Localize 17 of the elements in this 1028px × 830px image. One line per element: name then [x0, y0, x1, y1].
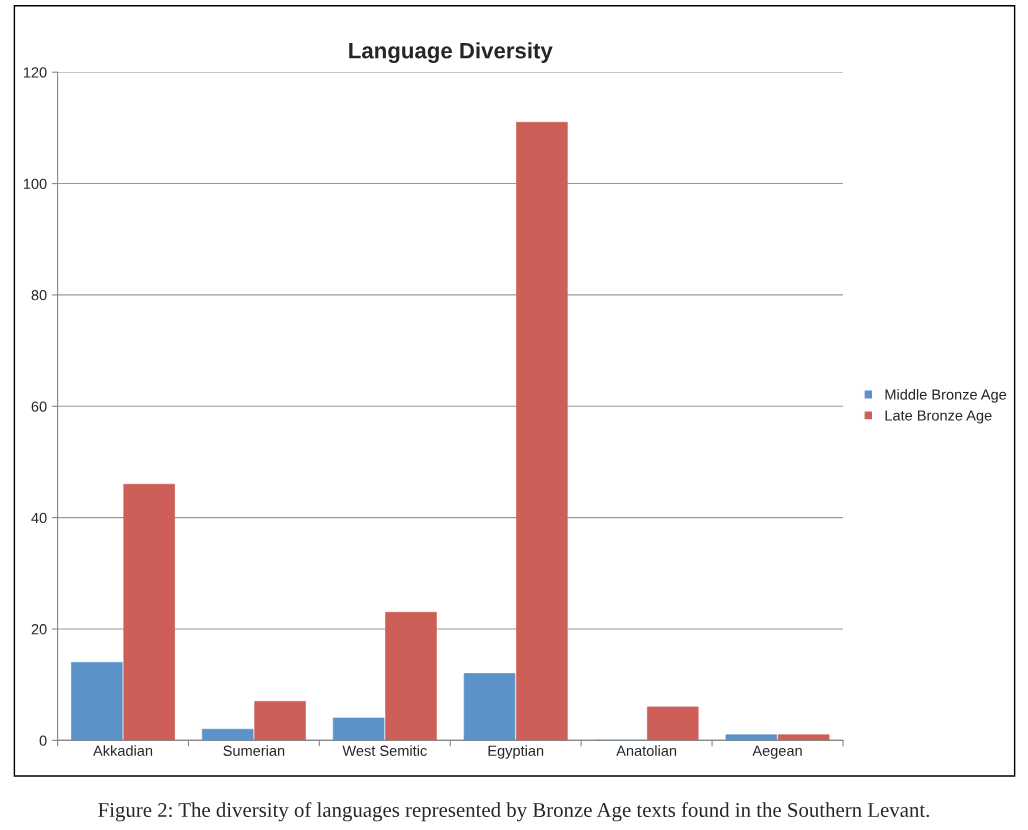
- y-tick-label: 120: [23, 67, 47, 78]
- x-tick-label: Sumerian: [223, 745, 285, 756]
- y-tick-label: 20: [31, 624, 47, 635]
- y-tick-label: 40: [31, 512, 47, 524]
- y-tick-label: 60: [31, 401, 47, 412]
- legend-label: Late Bronze Age: [885, 410, 992, 424]
- y-tick-label: 100: [23, 178, 47, 189]
- x-tick-label: Aegean: [752, 745, 802, 759]
- x-tick-label: West Semitic: [342, 745, 427, 756]
- caption: Figure 2: The diversity of languages represented by Bronze Age texts found in the Southern Levant.: [98, 802, 929, 822]
- y-tick-label: 0: [39, 735, 47, 746]
- chart-title: Language Diversity: [349, 42, 553, 64]
- legend-label: Middle Bronze Age: [885, 389, 1007, 403]
- x-tick-label: Egyptian: [488, 745, 544, 759]
- x-tick-label: Anatolian: [616, 745, 677, 756]
- x-tick-label: Akkadian: [93, 745, 153, 756]
- y-tick-label: 80: [31, 290, 47, 301]
